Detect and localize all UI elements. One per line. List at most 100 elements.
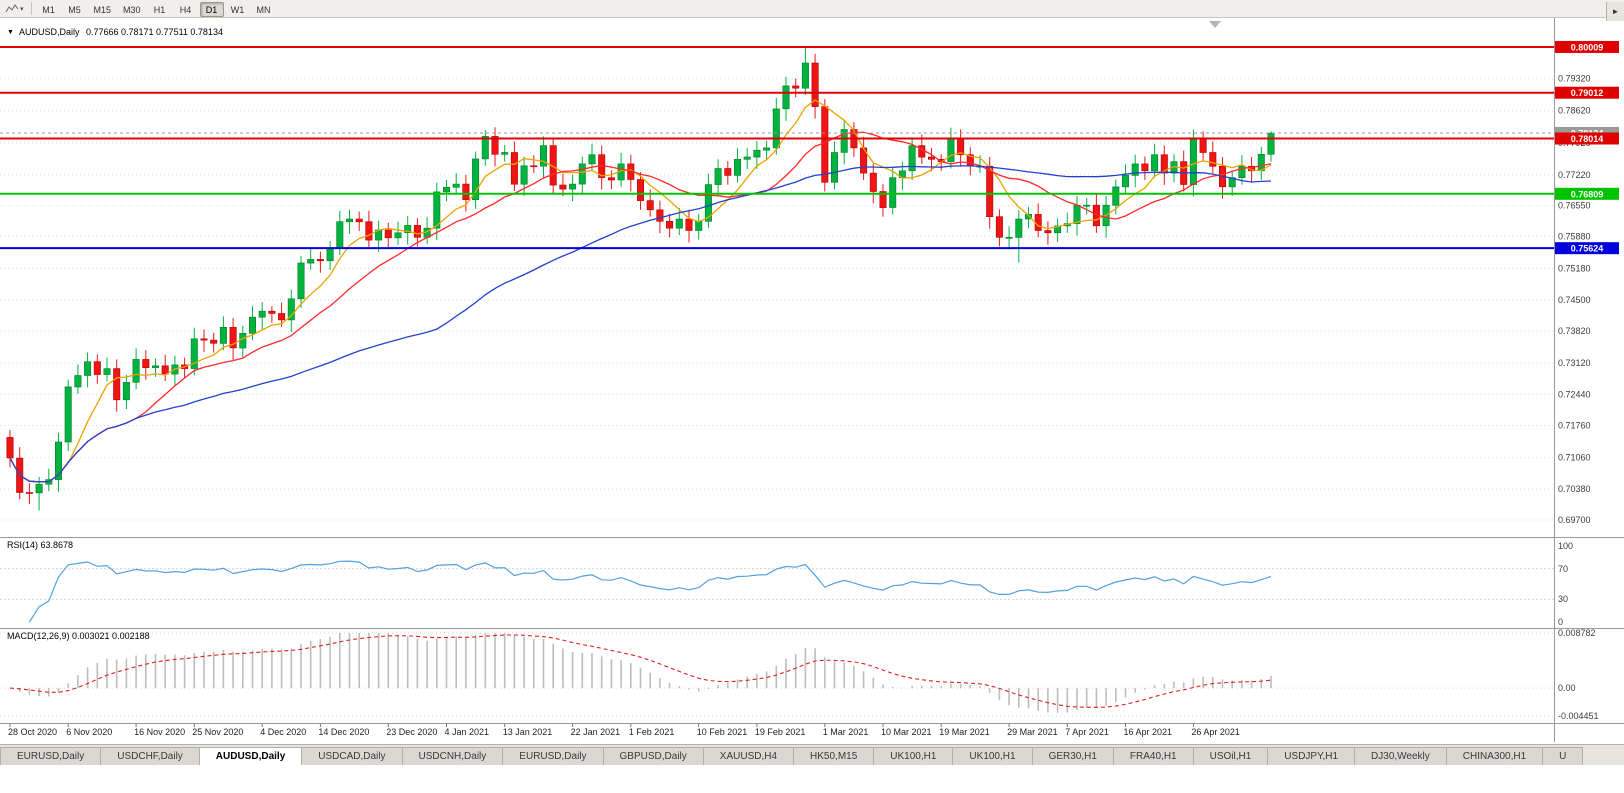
chart-tab-u[interactable]: U [1542, 747, 1584, 765]
chart-tab-eurusd-daily[interactable]: EURUSD,Daily [502, 747, 604, 765]
svg-text:0.75880: 0.75880 [1558, 231, 1591, 241]
svg-text:0.80009: 0.80009 [1571, 42, 1604, 52]
timeframe-button-m15[interactable]: M15 [89, 2, 117, 17]
chart-tab-uk100-h1[interactable]: UK100,H1 [952, 747, 1033, 765]
price-tag-0.75624 [1555, 242, 1619, 255]
chart-tab-gbpusd-daily[interactable]: GBPUSD,Daily [602, 747, 704, 765]
timeframe-button-m30[interactable]: M30 [118, 2, 146, 17]
chevron-down-icon: ▾ [20, 5, 24, 13]
chart-mode-icon[interactable]: ▾ [2, 3, 27, 15]
mid-ma-line [9, 131, 1272, 483]
chart-tab-fra40-h1[interactable]: FRA40,H1 [1112, 747, 1194, 765]
svg-text:0.70380: 0.70380 [1558, 484, 1591, 494]
price-tag-0.76809 [1555, 187, 1619, 200]
line-chart-icon [5, 3, 19, 12]
svg-text:-0.004451: -0.004451 [1558, 711, 1599, 721]
price-tag-0.80009 [1555, 40, 1619, 53]
svg-text:0.78620: 0.78620 [1558, 106, 1591, 116]
date-axis: 28 Oct 2020 6 Nov 2020 16 Nov 2020 25 Nov 2… [8, 723, 1240, 737]
svg-text:28 Oct 2020: 28 Oct 2020 [8, 727, 57, 737]
svg-text:13 Jan 2021: 13 Jan 2021 [503, 727, 553, 737]
timeframe-button-d1[interactable]: D1 [199, 2, 224, 17]
svg-text:16 Apr 2021: 16 Apr 2021 [1124, 727, 1173, 737]
rsi-line [28, 560, 1272, 623]
rsi-indicator-label: RSI(14) 63.8678 [7, 540, 74, 550]
svg-text:0.77220: 0.77220 [1558, 170, 1591, 180]
svg-text:0.74500: 0.74500 [1558, 295, 1591, 305]
chart-tab-audusd-daily[interactable]: AUDUSD,Daily [198, 747, 303, 765]
price-tag-0.78014 [1555, 132, 1619, 145]
timeframe-button-m5[interactable]: M5 [63, 2, 87, 17]
price-gridlines: 0.793200.786200.779200.772200.765500.758… [0, 74, 1591, 525]
svg-text:23 Dec 2020: 23 Dec 2020 [386, 727, 437, 737]
svg-text:1 Mar 2021: 1 Mar 2021 [823, 727, 869, 737]
svg-text:0.76550: 0.76550 [1558, 201, 1591, 211]
svg-text:0.008782: 0.008782 [1558, 628, 1596, 638]
svg-text:19 Mar 2021: 19 Mar 2021 [939, 727, 990, 737]
price-tag-0.79012 [1555, 86, 1619, 99]
svg-text:0.78014: 0.78014 [1571, 134, 1604, 144]
svg-text:0.71060: 0.71060 [1558, 453, 1591, 463]
svg-text:0.75180: 0.75180 [1558, 264, 1591, 274]
timeframe-button-m1[interactable]: M1 [37, 2, 61, 17]
chart-canvas[interactable]: 0.793200.786200.779200.772200.765500.758… [0, 18, 1624, 742]
chart-tab-ger30-h1[interactable]: GER30,H1 [1031, 747, 1114, 765]
svg-text:10 Mar 2021: 10 Mar 2021 [881, 727, 932, 737]
timeframe-button-h4[interactable]: H4 [174, 2, 198, 17]
chart-tab-usdjpy-h1[interactable]: USDJPY,H1 [1267, 747, 1356, 765]
svg-text:70: 70 [1558, 564, 1568, 574]
chart-symbol-label: AUDUSD,Daily [18, 27, 80, 37]
svg-text:100: 100 [1558, 541, 1573, 551]
svg-text:0.76809: 0.76809 [1571, 189, 1604, 199]
svg-text:26 Apr 2021: 26 Apr 2021 [1191, 727, 1240, 737]
svg-text:0.75624: 0.75624 [1571, 244, 1604, 254]
chart-tab-dj30-weekly[interactable]: DJ30,Weekly [1354, 747, 1447, 765]
chart-tab-usoil-h1[interactable]: USOil,H1 [1192, 747, 1269, 765]
svg-text:0.72440: 0.72440 [1558, 389, 1591, 399]
one-click-trading-toggle[interactable]: ▼ [7, 29, 14, 36]
timeframe-toolbar: ▾ M1 M5 M15 M30 H1 H4 D1 W1 MN [0, 0, 1624, 18]
svg-text:16 Nov 2020: 16 Nov 2020 [134, 727, 185, 737]
svg-text:4 Jan 2021: 4 Jan 2021 [445, 727, 490, 737]
svg-text:30: 30 [1558, 594, 1568, 604]
slow-ma-line [9, 165, 1272, 483]
candles-layer [6, 46, 1275, 511]
svg-text:1 Feb 2021: 1 Feb 2021 [629, 727, 675, 737]
timeframe-button-w1[interactable]: W1 [226, 2, 250, 17]
chart-tab-uk100-h1[interactable]: UK100,H1 [873, 747, 954, 765]
chart-tab-hk50-m15[interactable]: HK50,M15 [793, 747, 875, 765]
chart-tab-bar: EURUSD,Daily USDCHF,Daily AUDUSD,Daily USDC… [0, 744, 1624, 765]
svg-text:0.73120: 0.73120 [1558, 358, 1591, 368]
tab-scroll-right-button[interactable]: ► [1606, 2, 1624, 21]
svg-text:7 Apr 2021: 7 Apr 2021 [1065, 727, 1109, 737]
svg-text:22 Jan 2021: 22 Jan 2021 [571, 727, 621, 737]
chart-ohlc-values: 0.77666 0.78171 0.77511 0.78134 [85, 27, 223, 37]
chart-tab-china300-h1[interactable]: CHINA300,H1 [1445, 747, 1544, 765]
chart-tab-usdchf-daily[interactable]: USDCHF,Daily [100, 747, 200, 765]
chart-tab-eurusd-daily[interactable]: EURUSD,Daily [0, 747, 102, 765]
svg-text:0.71760: 0.71760 [1558, 420, 1591, 430]
svg-text:19 Feb 2021: 19 Feb 2021 [755, 727, 806, 737]
timeframe-button-h1[interactable]: H1 [148, 2, 172, 17]
macd-indicator-label: MACD(12,26,9) 0.003021 0.002188 [7, 631, 150, 641]
svg-text:0: 0 [1558, 617, 1563, 627]
chart-tab-usdcnh-daily[interactable]: USDCNH,Daily [401, 747, 504, 765]
svg-text:6 Nov 2020: 6 Nov 2020 [66, 727, 112, 737]
svg-text:14 Dec 2020: 14 Dec 2020 [318, 727, 369, 737]
toolbar-separator [30, 2, 32, 15]
fast-ma-line [9, 99, 1272, 483]
svg-text:0.00: 0.00 [1558, 683, 1576, 693]
chart-tab-usdcad-daily[interactable]: USDCAD,Daily [301, 747, 403, 765]
svg-text:10 Feb 2021: 10 Feb 2021 [697, 727, 748, 737]
svg-text:4 Dec 2020: 4 Dec 2020 [260, 727, 306, 737]
svg-text:0.73820: 0.73820 [1558, 326, 1591, 336]
macd-histogram [18, 633, 1272, 713]
svg-text:0.79012: 0.79012 [1571, 88, 1604, 98]
macd-signal-line [9, 634, 1272, 708]
svg-text:25 Nov 2020: 25 Nov 2020 [192, 727, 243, 737]
chart-tab-xauusd-h4[interactable]: XAUUSD,H4 [702, 747, 795, 765]
chart-shift-marker[interactable] [1209, 21, 1221, 28]
svg-text:29 Mar 2021: 29 Mar 2021 [1007, 727, 1058, 737]
timeframe-button-mn[interactable]: MN [252, 2, 276, 17]
